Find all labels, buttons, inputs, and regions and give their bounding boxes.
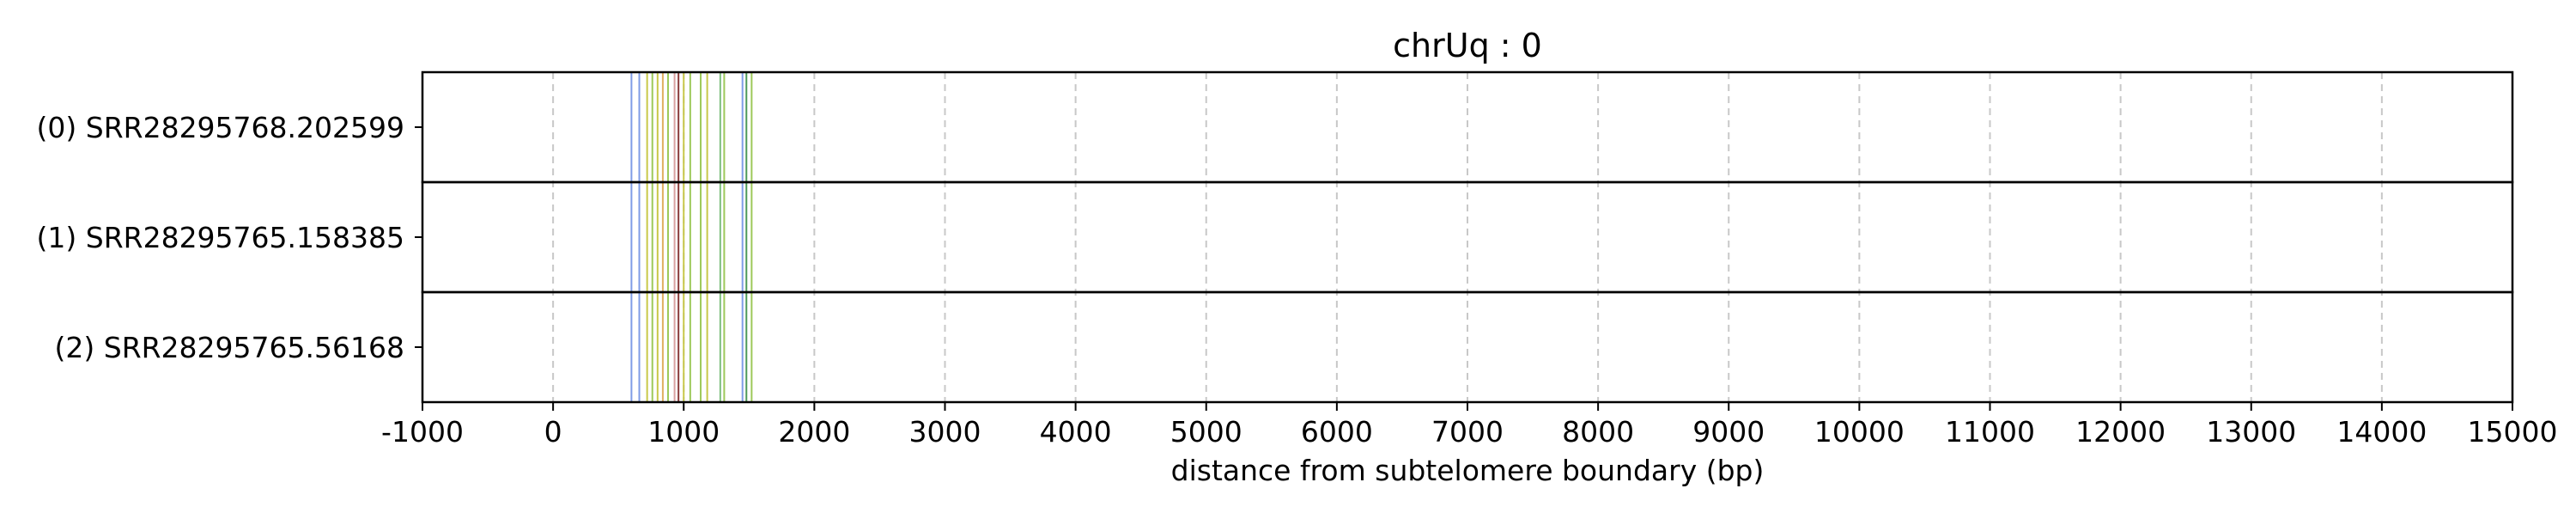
x-tick-label: 6000	[1301, 415, 1373, 449]
x-tick-label: 1000	[647, 415, 720, 449]
x-tick-label: 2000	[778, 415, 850, 449]
read-rows: (0) SRR28295768.202599 (1) SRR28295765.15…	[37, 70, 2514, 404]
x-tick-label: 10000	[1814, 415, 1905, 449]
x-tick-label: 7000	[1431, 415, 1504, 449]
read-label: (0) SRR28295768.202599	[37, 111, 404, 144]
x-tick-label: 9000	[1692, 415, 1765, 449]
read-label: (2) SRR28295765.56168	[55, 331, 404, 364]
x-tick-label: 0	[544, 415, 562, 449]
x-tick-label: 14000	[2336, 415, 2427, 449]
x-tick-label: 8000	[1562, 415, 1634, 449]
read-marks	[630, 72, 753, 402]
x-tick-label: 3000	[909, 415, 981, 449]
chart-title: chrUq : 0	[1393, 27, 1542, 64]
x-axis-label: distance from subtelomere boundary (bp)	[1171, 454, 1765, 487]
x-tick-label: 11000	[1945, 415, 2035, 449]
x-tick-label: 13000	[2206, 415, 2296, 449]
x-tick-label: 15000	[2468, 415, 2558, 449]
x-tick-label: -1000	[381, 415, 464, 449]
x-tick-label: 5000	[1170, 415, 1242, 449]
read-label: (1) SRR28295765.158385	[37, 221, 404, 254]
x-tick-label: 12000	[2075, 415, 2166, 449]
x-axis: -1000 0 1000 2000 3000 4000 5000 6000 7000 8000 90…	[381, 402, 2557, 449]
x-tick-label: 4000	[1040, 415, 1112, 449]
grid-lines	[552, 72, 2383, 402]
